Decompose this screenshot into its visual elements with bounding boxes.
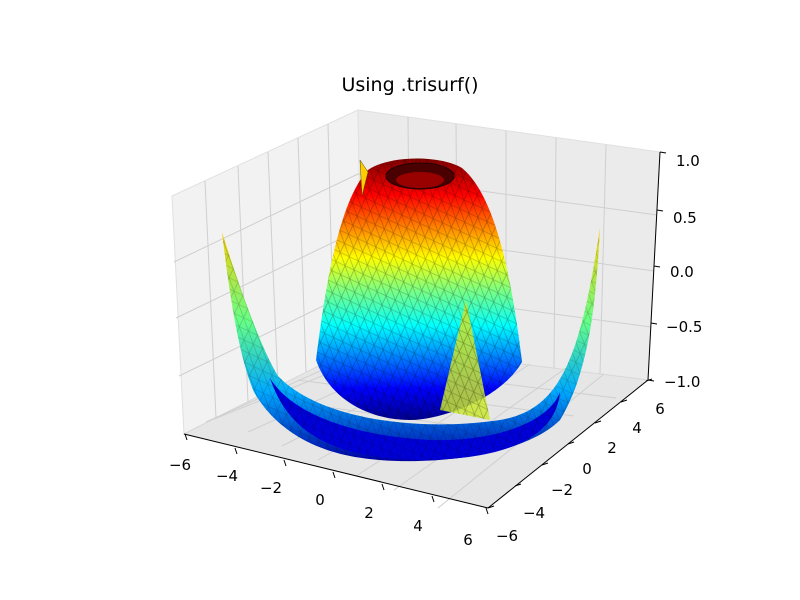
y-tick-labels: −6 −4 −2 0 2 4 6 bbox=[496, 400, 665, 545]
y-tick-label: −2 bbox=[551, 481, 573, 499]
x-tick-label: 6 bbox=[463, 531, 473, 549]
trisurf-surface bbox=[222, 158, 600, 462]
x-tick-label: −6 bbox=[169, 456, 191, 474]
z-tick-label: −0.5 bbox=[666, 318, 702, 336]
x-tick-label: −2 bbox=[260, 479, 282, 497]
y-tick-label: 6 bbox=[655, 400, 665, 418]
z-tick-label: 0.5 bbox=[673, 209, 697, 227]
z-tick-labels: −1.0 −0.5 0.0 0.5 1.0 bbox=[664, 152, 702, 391]
z-tick-label: −1.0 bbox=[664, 373, 700, 391]
y-tick-label: 0 bbox=[582, 460, 592, 478]
y-tick-label: 4 bbox=[632, 419, 642, 437]
y-tick-label: −6 bbox=[496, 527, 518, 545]
z-tick-label: 0.0 bbox=[670, 263, 694, 281]
x-tick-label: 0 bbox=[315, 491, 325, 509]
x-tick-label: 4 bbox=[413, 517, 423, 535]
y-tick-label: −4 bbox=[523, 504, 545, 522]
z-tick-label: 1.0 bbox=[676, 152, 700, 170]
chart-title: Using .trisurf() bbox=[341, 74, 478, 96]
tick-marks bbox=[184, 151, 667, 515]
x-tick-label: 2 bbox=[364, 504, 374, 522]
x-tick-label: −4 bbox=[216, 467, 238, 485]
x-tick-labels: −6 −4 −2 0 2 4 6 bbox=[169, 456, 473, 549]
y-tick-label: 2 bbox=[607, 439, 617, 457]
